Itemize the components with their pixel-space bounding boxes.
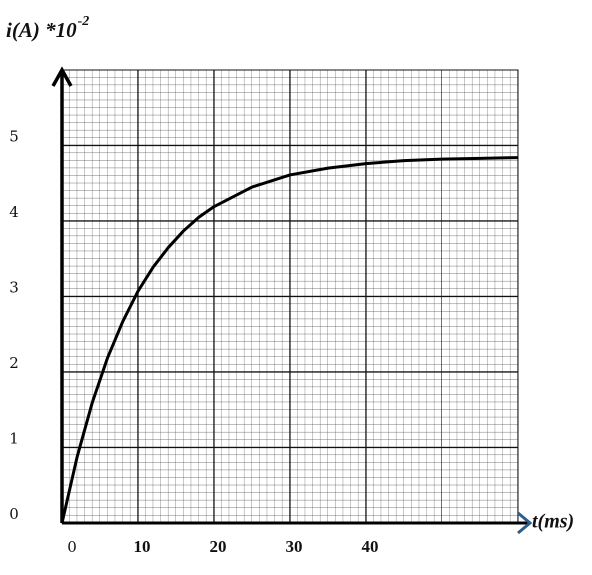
x-tick-label: 20 <box>210 537 227 556</box>
x-tick-label: 30 <box>286 537 303 556</box>
series-line <box>60 156 519 524</box>
x-axis-label: t(ms) <box>532 511 574 533</box>
y-tick-label: 5 <box>9 128 19 146</box>
y-tick-label: 0 <box>9 505 19 523</box>
y-axis-label-exponent: -2 <box>78 14 90 29</box>
y-tick-label: 1 <box>9 430 19 448</box>
y-tick-label: 4 <box>9 203 19 221</box>
series <box>60 156 519 524</box>
x-tick-label: 10 <box>134 537 151 556</box>
y-axis-arrow <box>51 66 73 87</box>
x-tick-label: 0 <box>67 538 77 556</box>
x-axis-arrow <box>517 511 533 535</box>
y-tick-label: 3 <box>9 279 19 297</box>
y-axis-label: i(A) *10 <box>6 18 77 42</box>
x-tick-label: 40 <box>362 537 379 556</box>
y-tick-label: 2 <box>9 354 19 372</box>
